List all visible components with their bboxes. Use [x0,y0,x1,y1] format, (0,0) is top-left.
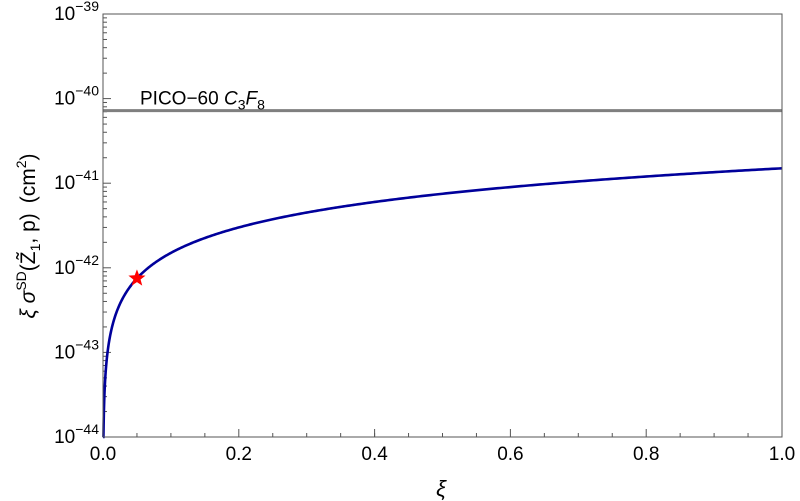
y-tick-label: 10−42 [54,252,99,279]
x-tick-label: 0.4 [361,444,388,465]
y-axis-title: ξ σSD(Z̃1, p)(cm2) [13,153,43,318]
cross-section-curve [102,167,783,439]
y-tick-label: 10−41 [54,167,99,194]
y-tick-label: 10−43 [54,336,99,363]
y-tick-label: 10−40 [54,83,99,110]
y-tick-label: 10−39 [54,0,99,25]
benchmark-star-marker [128,269,146,286]
x-tick-label: 1.0 [769,444,795,465]
x-tick-label: 0.2 [226,444,252,465]
x-tick-label: 0.0 [90,444,116,465]
pico60-limit-label: PICO−60 C3F8 [140,89,265,113]
ticks: 0.0 0.2 0.4 0.6 0.8 1.0 10−44 10−43 10−42 10−41 10… [54,0,795,465]
x-tick-label: 0.6 [497,444,523,465]
x-axis-title: ξ [436,476,447,501]
x-tick-label: 0.8 [633,444,659,465]
y-tick-label: 10−44 [54,421,99,448]
plot-frame [102,13,783,438]
